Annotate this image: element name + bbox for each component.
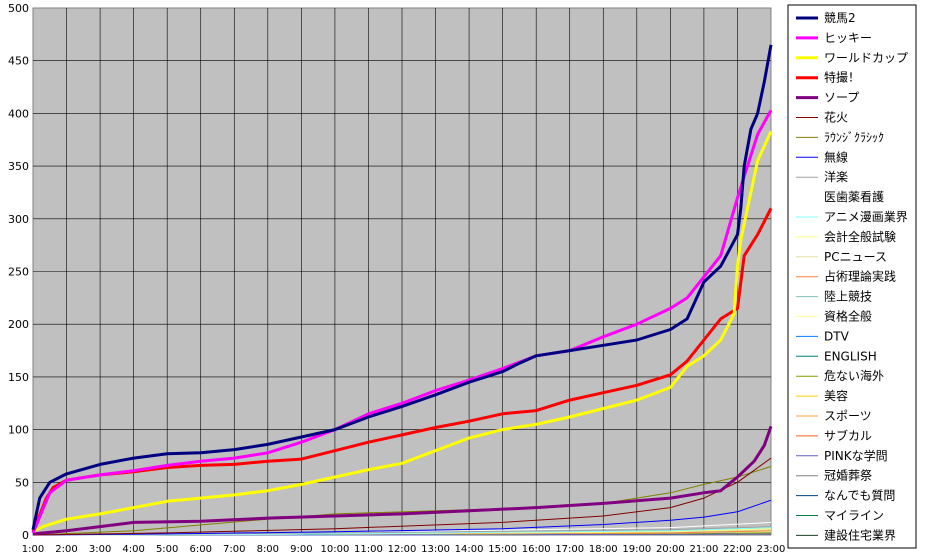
x-tick-label: 4:00 (122, 544, 144, 555)
series-line (32, 499, 772, 536)
x-tick-label: 2:00 (55, 544, 77, 555)
legend-label: ﾗｳﾝｼﾞｸﾗｼｯｸ (824, 130, 884, 144)
series-line (32, 425, 773, 536)
y-tick-label: 0 (22, 529, 29, 542)
x-tick-label: 22:00 (723, 544, 752, 555)
x-axis-tick-labels: 1:00 2:00 3:00 4:00 5:00 6:00 7:00 8:00 9:00 10:0… (22, 544, 786, 555)
legend-label: PCニュース (824, 250, 887, 264)
x-tick-label: 13:00 (421, 544, 450, 555)
legend-label: 会計全般試験 (824, 229, 896, 244)
x-tick-label: 21:00 (689, 544, 718, 555)
legend-label: 危ない海外 (824, 368, 884, 383)
legend-label: 無線 (824, 149, 848, 164)
legend-label: なんでも質問 (824, 488, 895, 503)
y-tick-label: 100 (8, 424, 29, 437)
legend-label: 占術理論実践 (824, 269, 896, 284)
x-tick-label: 19:00 (622, 544, 651, 555)
legend-label: スポーツ (824, 409, 872, 423)
legend-label: DTV (824, 329, 850, 343)
legend-label: 陸上競技 (824, 289, 872, 304)
legend-label: 美容 (824, 388, 848, 403)
legend-label: アニメ漫画業界 (824, 210, 908, 224)
y-tick-label: 350 (8, 160, 29, 173)
x-tick-label: 1:00 (22, 544, 44, 555)
y-tick-label: 500 (8, 2, 29, 15)
legend-label: 花火 (824, 110, 848, 125)
series-line (32, 130, 773, 534)
legend-label: ワールドカップ (824, 51, 908, 65)
x-tick-label: 15:00 (488, 544, 517, 555)
legend-label: PINKな学問 (824, 448, 888, 463)
x-tick-label: 5:00 (156, 544, 178, 555)
x-tick-label: 20:00 (656, 544, 685, 555)
y-tick-label: 400 (8, 107, 29, 120)
x-tick-label: 7:00 (223, 544, 245, 555)
x-tick-label: 18:00 (589, 544, 618, 555)
x-tick-label: 11:00 (354, 544, 383, 555)
y-tick-label: 450 (8, 55, 29, 68)
series-lines (31, 44, 773, 536)
x-tick-label: 16:00 (522, 544, 551, 555)
series-line (31, 44, 773, 531)
y-tick-label: 250 (8, 266, 29, 279)
x-tick-label: 8:00 (257, 544, 279, 555)
y-tick-label: 300 (8, 213, 29, 226)
x-tick-label: 10:00 (320, 544, 349, 555)
x-tick-label: 17:00 (555, 544, 584, 555)
legend-label: 医歯薬看護 (824, 189, 884, 204)
y-tick-label: 50 (15, 476, 29, 489)
legend-label: ENGLISH (824, 349, 877, 363)
x-tick-label: 9:00 (290, 544, 312, 555)
legend-label: 建設住宅業界 (824, 527, 896, 542)
legend-label: ヒッキー (824, 31, 872, 45)
x-tick-label: 14:00 (455, 544, 484, 555)
legend-label: 資格全般 (824, 309, 872, 324)
y-tick-label: 200 (8, 318, 29, 331)
legend-label: 競馬2 (824, 10, 856, 25)
legend-label: 冠婚葬祭 (824, 469, 872, 483)
legend-label: サブカル (824, 428, 872, 443)
y-axis-tick-labels: 0 50 100 150 200 250 300 350 400 450 500 (8, 2, 29, 542)
series-line (31, 109, 773, 534)
legend-label: ソープ (824, 91, 859, 105)
legend-label: 洋楽 (824, 169, 848, 184)
y-tick-label: 150 (8, 371, 29, 384)
x-tick-label: 3:00 (89, 544, 111, 555)
grid-lines (33, 8, 771, 535)
legend-label: マイライン (824, 509, 884, 523)
x-tick-label: 23:00 (757, 544, 786, 555)
x-tick-label: 12:00 (388, 544, 417, 555)
legend-label: 特撮！ (824, 70, 860, 85)
x-tick-label: 6:00 (189, 544, 211, 555)
